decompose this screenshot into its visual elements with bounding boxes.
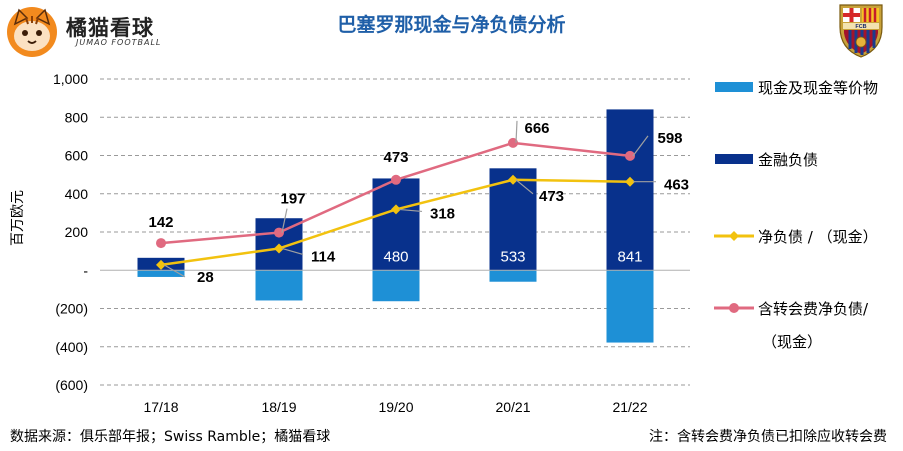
point-net-debt-transfer: [508, 137, 518, 148]
footer-note: 注：含转会费净负债已扣除应收转会费: [649, 429, 887, 445]
point-net-debt-transfer: [274, 227, 284, 238]
y-tick-label: 800: [65, 109, 89, 125]
chart-title: 巴塞罗那现金与净负债分析: [337, 14, 566, 36]
brand-subtitle: JUMAO FOOTBALL: [76, 38, 162, 47]
point-net-debt-transfer: [625, 150, 635, 161]
label-net-debt-transfer: 666: [524, 120, 549, 137]
y-tick-label: (600): [55, 377, 88, 393]
point-net-debt-transfer: [391, 174, 401, 185]
leader-line: [515, 179, 534, 195]
leader-line: [281, 208, 288, 233]
y-tick-label: (200): [55, 301, 88, 317]
y-tick-label: (400): [55, 339, 88, 355]
bar-cash: [606, 270, 654, 343]
bar-debt-label: 480: [383, 248, 408, 265]
brand-name: 橘猫看球: [66, 16, 154, 40]
bar-debt: [489, 168, 537, 271]
x-tick-label: 21/22: [612, 399, 647, 415]
bar-cash-label: (378): [612, 348, 647, 365]
point-net-debt: [274, 243, 284, 254]
legend-swatch-net-debt: [714, 231, 754, 241]
leader-line: [632, 135, 649, 157]
label-net-debt: 114: [311, 248, 336, 265]
leader-line: [398, 208, 423, 213]
leader-line: [515, 120, 518, 143]
legend-label-cash: 现金及现金等价物: [758, 79, 879, 97]
bar-cash: [489, 270, 537, 282]
y-tick-label: 1,000: [53, 71, 88, 87]
label-net-debt: 28: [197, 269, 214, 286]
y-axis-label: 百万欧元: [9, 190, 25, 246]
point-net-debt-transfer: [156, 238, 166, 249]
leader-line: [281, 247, 304, 256]
legend-label-debt: 金融负债: [758, 151, 819, 169]
label-net-debt-transfer: 197: [280, 191, 305, 208]
legend-swatch-cash: [715, 82, 753, 92]
bar-cash: [372, 270, 420, 302]
label-net-debt-transfer: 598: [657, 130, 682, 147]
legend-label-net-debt-transfer: 含转会费净负债/: [758, 300, 869, 318]
x-tick-label: 18/19: [261, 399, 296, 415]
x-tick-label: 20/21: [495, 399, 530, 415]
label-net-debt-transfer: 473: [383, 149, 408, 166]
y-tick-label: 200: [65, 224, 89, 240]
x-tick-labels: 17/18 18/19 19/20 20/21 21/22: [143, 399, 647, 415]
point-net-debt: [156, 259, 166, 270]
bar-cash: [255, 270, 303, 301]
club-crest: FCB: [836, 3, 886, 59]
lines: 28 114 318 473 463 142 197 473 666 598: [148, 120, 689, 286]
bar-cash-label: (158): [261, 305, 296, 322]
point-net-debt: [391, 204, 401, 215]
legend-swatch-net-debt-transfer: [714, 303, 754, 313]
x-tick-label: 17/18: [143, 399, 178, 415]
fcb-crest-icon: FCB: [839, 4, 883, 58]
brand-logo: [6, 6, 58, 58]
leader-line: [163, 264, 186, 278]
y-tick-label: 600: [65, 148, 89, 164]
bars: (158) 480 (162) 533 841 (378): [100, 109, 690, 365]
cat-logo-icon: [7, 7, 57, 57]
label-net-debt: 318: [430, 205, 455, 222]
bar-debt: [606, 109, 654, 271]
bar-cash: [137, 270, 185, 277]
y-tick-label: 400: [65, 186, 89, 202]
footer-source: 数据来源：俱乐部年报；Swiss Ramble；橘猫看球: [10, 429, 331, 445]
legend-label-net-debt: 净负债 / （现金）: [758, 228, 878, 246]
point-net-debt: [508, 174, 518, 185]
legend-swatch-debt: [715, 154, 753, 164]
bar-debt-label: 841: [617, 248, 642, 265]
y-tick-label: -: [83, 262, 88, 278]
x-tick-label: 19/20: [378, 399, 413, 415]
label-net-debt: 473: [539, 188, 564, 205]
y-tick-labels: 1,000 800 600 400 200 - (200) (400) (600): [53, 71, 88, 393]
bar-debt-label: 533: [500, 248, 525, 265]
legend-label-net-debt-transfer-cont: （现金）: [762, 333, 823, 351]
label-net-debt-transfer: 142: [148, 214, 173, 231]
bar-cash-label: (162): [378, 306, 413, 323]
bar-debt: [372, 178, 420, 271]
point-net-debt: [625, 176, 635, 187]
label-net-debt: 463: [664, 177, 689, 194]
crest-text: FCB: [855, 24, 866, 30]
